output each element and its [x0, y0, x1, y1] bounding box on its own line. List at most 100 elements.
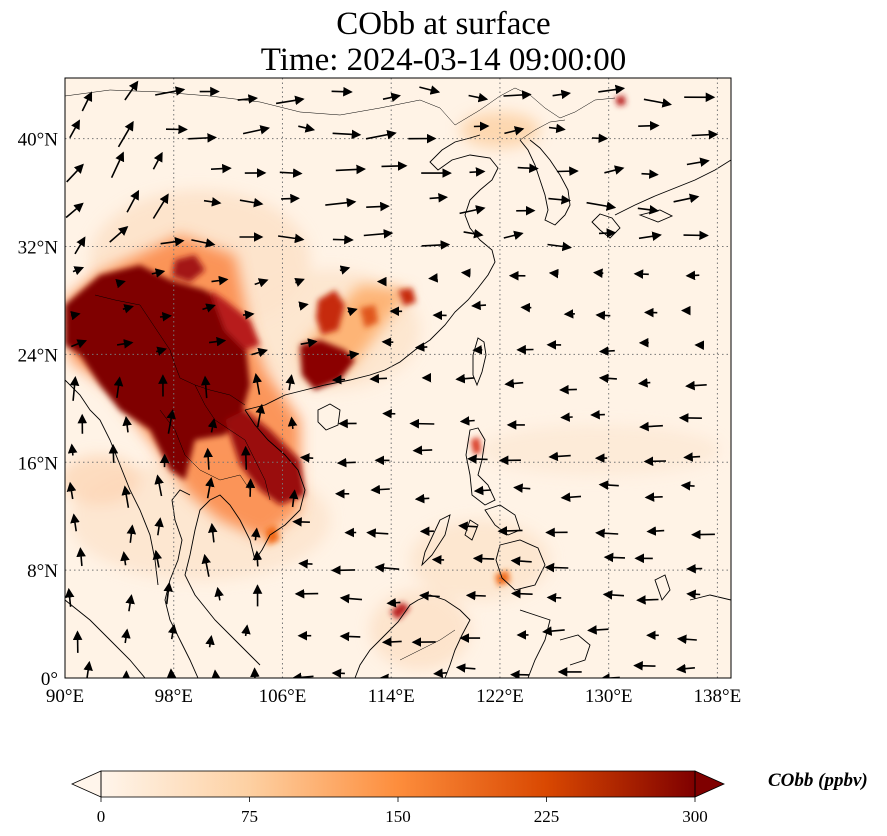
wind-arrow [504, 378, 524, 389]
wind-arrow [463, 229, 484, 239]
wind-arrow [455, 663, 476, 673]
wind-arrow [473, 485, 492, 496]
lon-tick-label: 138°E [694, 686, 742, 707]
wind-arrow [548, 451, 571, 462]
wind-arrow [468, 92, 489, 103]
wind-arrow [252, 373, 263, 395]
wind-arrow [81, 91, 93, 112]
wind-arrow [72, 266, 85, 276]
lat-tick-label: 32°N [18, 238, 59, 259]
wind-arrow [560, 412, 573, 422]
wind-arrow [214, 586, 224, 601]
wind-arrow [497, 526, 523, 536]
wind-arrow [546, 592, 562, 603]
wind-arrow [331, 374, 346, 385]
wind-arrow [412, 445, 433, 456]
wind-arrow [287, 416, 298, 429]
wind-arrow [239, 197, 264, 208]
wind-arrow [409, 418, 435, 429]
coastline-mindanao [495, 539, 546, 591]
wind-arrow [167, 623, 178, 640]
wind-arrow [603, 552, 626, 563]
coastline-china-east [244, 134, 499, 411]
coastline-sumatra [65, 599, 146, 678]
wind-arrow [122, 416, 132, 433]
coastline-indochina [184, 409, 306, 666]
colorbar-tick-label: 150 [385, 807, 411, 826]
wind-arrow [680, 481, 695, 491]
border-borneo-malaysia [399, 629, 456, 661]
wind-arrow [686, 157, 710, 167]
border-laos-vietnam [194, 384, 271, 501]
colorbar-extend-low [71, 770, 102, 798]
wind-arrow [122, 304, 134, 314]
wind-arrow [74, 236, 86, 255]
wind-arrow [598, 346, 615, 356]
wind-arrow [641, 169, 659, 179]
wind-arrow [691, 129, 719, 140]
wind-arrow [548, 123, 566, 134]
wind-arrow [587, 625, 609, 635]
wind-arrow [347, 307, 358, 317]
wind-arrow [251, 527, 261, 541]
wind-arrow [636, 595, 659, 605]
wind-arrow [637, 205, 660, 215]
wind-arrow [639, 421, 663, 432]
lat-tick-label: 40°N [18, 130, 59, 151]
wind-arrow [586, 201, 617, 211]
wind-arrow [210, 163, 232, 174]
wind-arrow [76, 547, 86, 567]
wind-arrow [69, 376, 80, 401]
wind-arrow [593, 268, 604, 278]
wind-arrow [279, 168, 303, 178]
wind-arrow [339, 631, 361, 642]
wind-arrow [152, 549, 163, 568]
wind-arrow [69, 119, 80, 139]
wind-arrow [332, 129, 362, 140]
longitude-axis: 90°E 98°E 106°E 114°E 122°E 130°E 138°E [46, 686, 741, 707]
wind-arrow [163, 581, 174, 605]
lon-tick-label: 122°E [476, 686, 524, 707]
coastline-japan-kyushu [591, 213, 621, 239]
coastline-myanmar [65, 379, 159, 586]
wind-arrow [686, 589, 701, 600]
wind-arrow [547, 241, 572, 252]
wind-arrow [203, 447, 213, 470]
wind-arrow [511, 588, 533, 599]
coastline-palawan [421, 514, 451, 567]
wind-arrow [595, 310, 611, 321]
wind-arrow [366, 528, 389, 538]
wind-arrow [241, 624, 251, 637]
wind-arrow [472, 553, 495, 564]
wind-arrow [469, 167, 486, 177]
wind-arrow [369, 373, 388, 384]
wind-arrow [155, 86, 186, 96]
wind-arrow [676, 634, 697, 645]
wind-arrow [331, 565, 356, 576]
wind-arrow [71, 339, 87, 349]
wind-arrow [644, 492, 663, 502]
wind-arrow [560, 492, 582, 502]
wind-arrow [298, 123, 316, 133]
wind-arrow [544, 562, 569, 573]
wind-arrow [250, 667, 260, 678]
wind-arrow [366, 201, 390, 212]
wind-arrow [65, 202, 84, 219]
wind-vectors [65, 80, 719, 678]
wind-arrow [151, 268, 166, 278]
wind-arrow [365, 129, 397, 140]
wind-arrow [646, 526, 665, 536]
lat-tick-label: 24°N [18, 345, 59, 366]
wind-arrow [325, 197, 357, 208]
wind-arrow [363, 229, 394, 239]
wind-arrow [633, 269, 649, 279]
wind-arrow [124, 80, 139, 101]
wind-arrow [207, 418, 218, 433]
wind-arrow [121, 628, 131, 644]
wind-arrow [421, 240, 451, 250]
wind-arrow [428, 273, 439, 283]
wind-arrow [211, 275, 229, 286]
colorbar-tick-label: 75 [241, 807, 258, 826]
wind-arrow [252, 550, 263, 567]
